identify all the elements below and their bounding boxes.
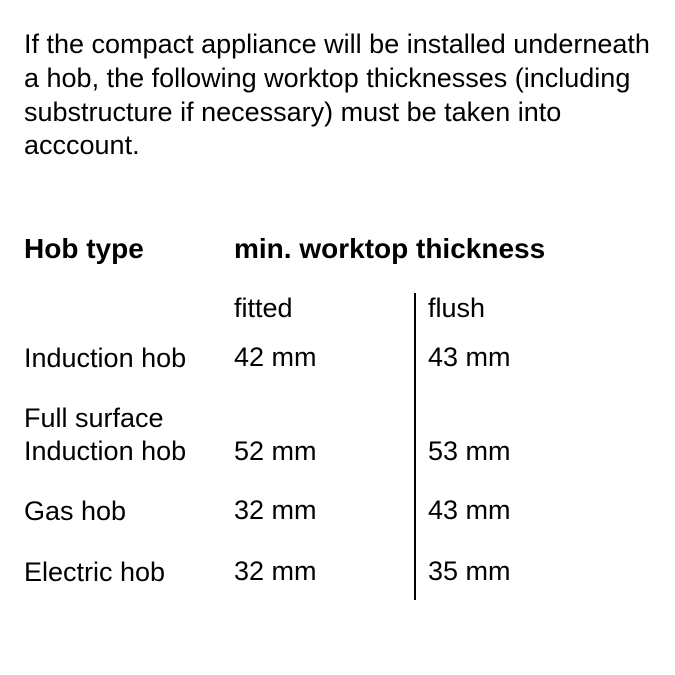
hob-type-label: Electric hob (24, 556, 234, 600)
fitted-value: 32 mm (234, 556, 414, 600)
subheader-flush: flush (414, 293, 594, 342)
fitted-value: 52 mm (234, 402, 414, 495)
subheader-empty (24, 293, 234, 342)
hob-type-label: Full surfaceInduction hob (24, 402, 234, 495)
worktop-thickness-table: Hob type min. worktop thickness fitted f… (24, 233, 651, 600)
fitted-value: 32 mm (234, 495, 414, 555)
flush-value: 43 mm (414, 342, 594, 402)
flush-value: 53 mm (414, 402, 594, 495)
hob-type-label: Gas hob (24, 495, 234, 555)
fitted-value: 42 mm (234, 342, 414, 402)
header-worktop-thickness: min. worktop thickness (234, 233, 594, 293)
intro-text: If the compact appliance will be install… (24, 28, 651, 163)
hob-type-label: Induction hob (24, 342, 234, 402)
header-hob-type: Hob type (24, 233, 234, 293)
flush-value: 43 mm (414, 495, 594, 555)
flush-value: 35 mm (414, 556, 594, 600)
subheader-fitted: fitted (234, 293, 414, 342)
